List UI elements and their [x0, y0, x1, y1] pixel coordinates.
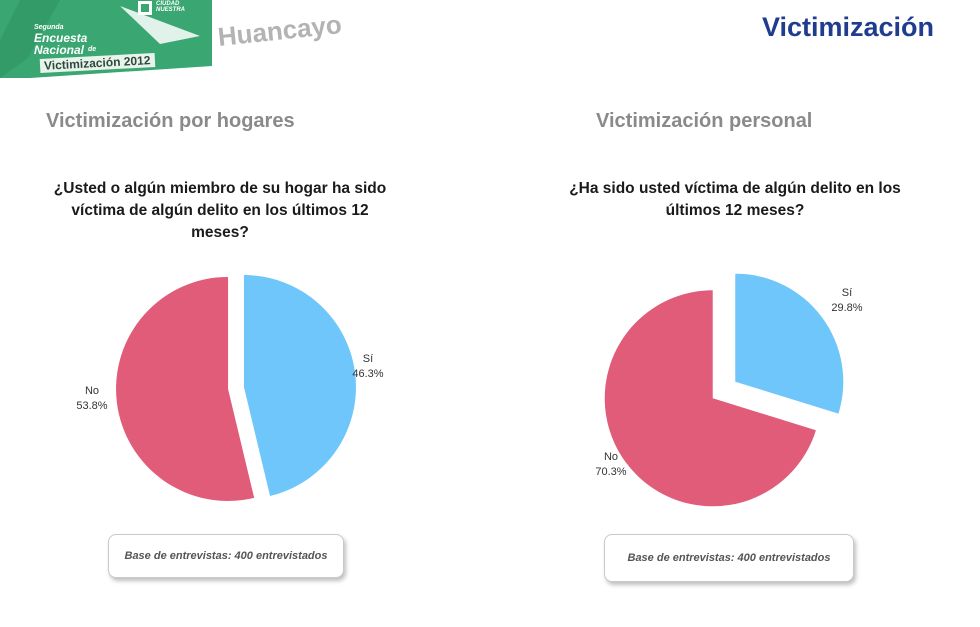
question-line: ¿Ha sido usted víctima de algún delito e…	[569, 180, 901, 197]
arrow-icon	[120, 6, 200, 44]
pie-slice-si	[243, 275, 356, 496]
slice-label: No	[85, 385, 99, 397]
logo-brand: CIUDAD NUESTRA	[156, 1, 186, 13]
pie-slice-no	[116, 276, 255, 501]
survey-logo: CIUDAD NUESTRA Segunda Encuesta Nacional…	[0, 0, 212, 78]
chart-title-hogares: Victimización por hogares	[46, 110, 295, 132]
chart-title-personal: Victimización personal	[596, 110, 813, 132]
question-line: meses?	[191, 224, 249, 241]
slice-value-label: 70.3%	[595, 466, 626, 478]
question-personal: ¿Ha sido usted víctima de algún delito e…	[540, 178, 930, 222]
logo-line1: Segunda	[34, 24, 64, 31]
logo-line3-suffix: de	[88, 46, 97, 53]
slice-label: No	[604, 451, 618, 463]
pie-slice-si	[735, 273, 844, 414]
question-hogares: ¿Usted o algún miembro de su hogar ha si…	[20, 178, 420, 244]
question-line: últimos 12 meses?	[665, 202, 805, 219]
slice-label: Sí	[842, 287, 852, 299]
logo-line3: Nacional	[34, 43, 85, 57]
slice-value-label: 53.8%	[76, 400, 107, 412]
slice-value-label: 46.3%	[352, 368, 383, 380]
question-line: víctima de algún delito en los últimos 1…	[71, 202, 369, 219]
question-line: ¿Usted o algún miembro de su hogar ha si…	[53, 180, 387, 197]
slice-value-label: 29.8%	[831, 302, 862, 314]
slice-label: Sí	[363, 353, 373, 365]
base-note-hogares: Base de entrevistas: 400 entrevistados	[108, 534, 344, 578]
logo-line2: Encuesta	[34, 31, 88, 45]
page-title: Victimización	[761, 12, 934, 42]
pie-slice-no	[604, 290, 816, 507]
base-note-personal: Base de entrevistas: 400 entrevistados	[604, 534, 854, 582]
